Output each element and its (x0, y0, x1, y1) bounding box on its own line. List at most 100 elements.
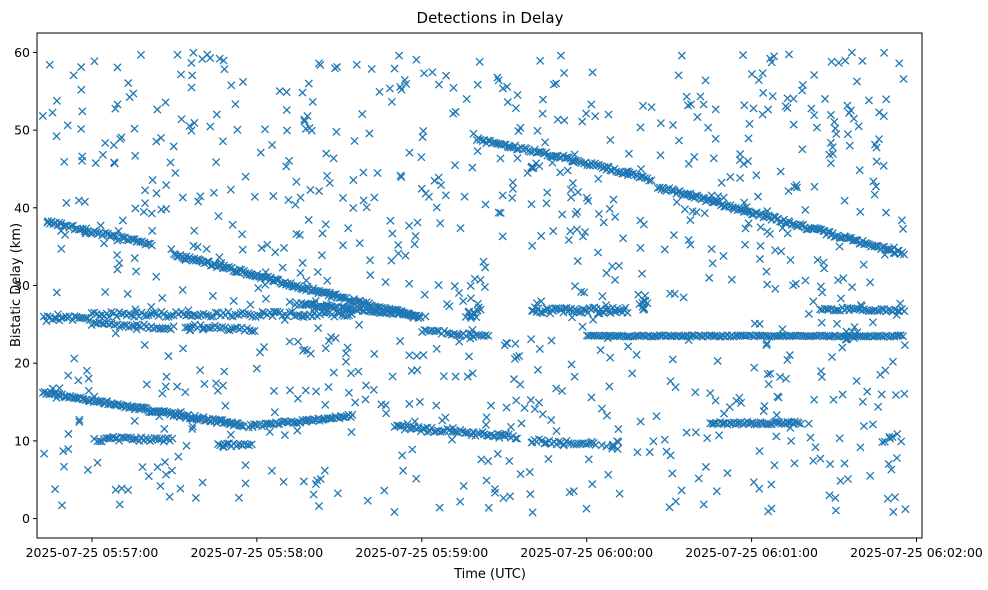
data-point (164, 352, 173, 361)
data-point (704, 123, 713, 132)
data-point (226, 430, 235, 439)
data-point (568, 179, 577, 188)
data-point (713, 356, 722, 365)
data-point (285, 337, 294, 346)
data-point (130, 254, 139, 263)
data-point (534, 398, 544, 407)
data-point (371, 305, 380, 314)
data-point (533, 126, 542, 135)
data-point (694, 474, 703, 483)
data-point (877, 304, 886, 313)
data-point (496, 208, 505, 218)
data-point (330, 64, 339, 73)
data-point (696, 92, 705, 101)
data-point (152, 189, 161, 198)
data-point (385, 84, 394, 93)
data-point (897, 216, 906, 225)
data-point (463, 372, 472, 381)
data-point (218, 137, 227, 146)
data-point (341, 349, 351, 358)
data-point (329, 368, 338, 377)
data-point (196, 366, 205, 375)
data-point (408, 445, 417, 454)
data-point (226, 311, 235, 321)
data-point (187, 83, 196, 92)
data-point (411, 232, 420, 241)
data-point (451, 372, 460, 381)
data-point (362, 298, 371, 307)
data-point (647, 103, 656, 112)
data-point (878, 438, 887, 447)
data-point (84, 374, 93, 383)
data-point (845, 234, 854, 243)
data-point (725, 402, 734, 412)
data-point (449, 83, 458, 92)
data-point (776, 372, 785, 381)
data-point (97, 310, 106, 319)
data-point (237, 421, 246, 430)
data-point (568, 313, 577, 322)
data-point (468, 369, 477, 378)
data-point (323, 276, 332, 285)
data-point (835, 233, 844, 242)
data-point (481, 200, 490, 209)
data-point (252, 364, 261, 373)
data-point (768, 92, 777, 101)
data-point (773, 392, 782, 401)
data-point (195, 255, 204, 265)
data-point (361, 381, 371, 390)
data-point (66, 391, 75, 400)
data-point (742, 202, 751, 212)
data-point (142, 311, 151, 320)
data-point (144, 472, 153, 481)
data-point (154, 435, 163, 444)
data-point (340, 413, 349, 422)
x-tick-label: 2025-07-25 05:59:00 (355, 545, 488, 560)
data-point (190, 118, 199, 127)
data-point (110, 159, 119, 168)
data-point (826, 138, 835, 147)
data-point (451, 107, 460, 116)
data-point (238, 245, 247, 254)
data-point (77, 85, 86, 94)
data-point (109, 141, 118, 150)
data-point (584, 455, 593, 464)
data-point (856, 300, 866, 310)
data-point (98, 150, 107, 159)
x-axis-title: Time (UTC) (453, 567, 526, 582)
data-point (52, 96, 61, 105)
data-point (682, 92, 691, 101)
data-point (303, 112, 312, 121)
data-point (528, 163, 537, 173)
data-point (594, 174, 603, 183)
data-point (52, 132, 61, 141)
data-point (160, 424, 169, 433)
data-point (322, 149, 331, 158)
data-point (571, 210, 580, 219)
data-point (594, 209, 603, 219)
data-point (432, 344, 441, 353)
data-point (329, 154, 338, 163)
data-point (568, 157, 577, 166)
data-point (347, 428, 356, 437)
data-point (528, 508, 537, 517)
data-point (351, 398, 360, 407)
data-point (241, 461, 250, 470)
data-point (686, 216, 695, 225)
data-point (381, 278, 390, 287)
data-point (418, 424, 427, 433)
data-point (64, 445, 73, 454)
data-point (205, 324, 215, 333)
data-point (339, 302, 348, 311)
data-point (114, 226, 123, 236)
data-point (830, 117, 839, 126)
data-point (82, 366, 91, 375)
data-point (588, 68, 597, 77)
data-point (117, 484, 126, 493)
data-point (804, 309, 813, 318)
data-point (558, 210, 567, 219)
data-point (772, 432, 781, 441)
data-point (410, 417, 419, 426)
data-point (421, 189, 430, 198)
data-point (701, 462, 710, 471)
